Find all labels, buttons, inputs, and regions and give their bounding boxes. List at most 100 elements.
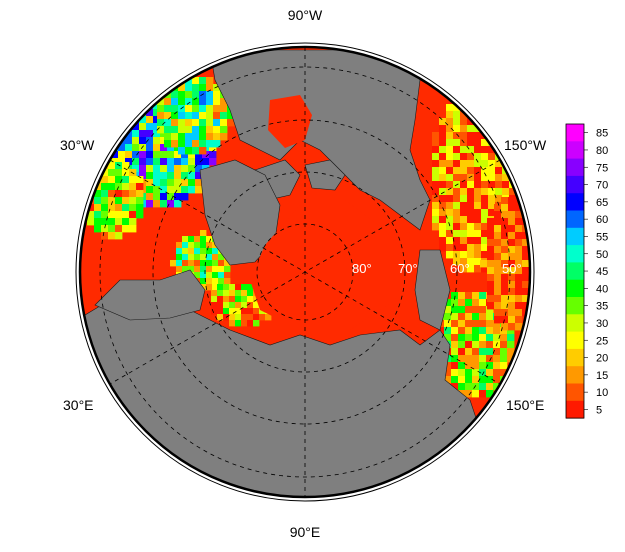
mosaic-cell bbox=[481, 104, 489, 112]
mosaic-cell bbox=[178, 98, 186, 106]
mosaic-cell bbox=[125, 137, 133, 145]
mosaic-cell bbox=[481, 97, 489, 105]
mosaic-cell bbox=[200, 260, 207, 267]
mosaic-cell bbox=[460, 181, 468, 189]
mosaic-cell bbox=[146, 172, 154, 180]
mosaic-cell bbox=[182, 242, 189, 249]
mosaic-cell bbox=[122, 162, 130, 170]
mosaic-cell bbox=[474, 237, 482, 245]
mosaic-cell bbox=[213, 98, 221, 106]
mosaic-cell bbox=[453, 237, 461, 245]
mosaic-cell bbox=[495, 160, 503, 168]
mosaic-cell bbox=[181, 193, 189, 201]
mosaic-cell bbox=[522, 246, 530, 254]
mosaic-cell bbox=[118, 116, 126, 124]
mosaic-cell bbox=[494, 295, 502, 303]
mosaic-cell bbox=[176, 242, 183, 249]
mosaic-cell bbox=[220, 112, 228, 120]
mosaic-cell bbox=[115, 211, 123, 219]
mosaic-cell bbox=[501, 246, 509, 254]
mosaic-cell bbox=[467, 188, 475, 196]
mosaic-cell bbox=[202, 158, 210, 166]
mosaic-cell bbox=[125, 102, 133, 110]
mosaic-cell bbox=[227, 112, 235, 120]
mosaic-cell bbox=[474, 230, 482, 238]
mosaic-cell bbox=[493, 348, 501, 356]
mosaic-cell bbox=[465, 313, 473, 321]
mosaic-cell bbox=[432, 216, 440, 224]
mosaic-cell bbox=[481, 237, 489, 245]
mosaic-cell bbox=[495, 118, 503, 126]
mosaic-cell bbox=[185, 105, 193, 113]
mosaic-cell bbox=[493, 383, 501, 391]
mosaic-cell bbox=[474, 216, 482, 224]
mosaic-cell bbox=[94, 197, 102, 205]
mosaic-cell bbox=[97, 130, 105, 138]
mosaic-cell bbox=[220, 133, 228, 141]
mosaic-cell bbox=[220, 126, 228, 134]
mosaic-cell bbox=[508, 323, 516, 331]
mosaic-cell bbox=[474, 202, 482, 210]
mosaic-cell bbox=[474, 188, 482, 196]
mosaic-cell bbox=[500, 355, 508, 363]
mosaic-cell bbox=[451, 376, 459, 384]
mosaic-cell bbox=[488, 104, 496, 112]
mosaic-cell bbox=[494, 218, 502, 226]
mosaic-cell bbox=[247, 302, 254, 309]
mosaic-cell bbox=[460, 174, 468, 182]
mosaic-cell bbox=[460, 223, 468, 231]
mosaic-cell bbox=[136, 176, 144, 184]
mosaic-cell bbox=[206, 77, 214, 85]
mosaic-cell bbox=[486, 362, 494, 370]
colorbar-swatch bbox=[566, 331, 584, 350]
mosaic-cell bbox=[241, 308, 248, 315]
mosaic-cell bbox=[94, 211, 102, 219]
mosaic-cell bbox=[87, 211, 95, 219]
mosaic-cell bbox=[502, 188, 510, 196]
mosaic-cell bbox=[160, 200, 168, 208]
mosaic-cell bbox=[488, 153, 496, 161]
mosaic-cell bbox=[157, 105, 165, 113]
colorbar-swatch bbox=[566, 297, 584, 315]
mosaic-cell bbox=[111, 123, 119, 131]
mosaic-cell bbox=[115, 218, 123, 226]
mosaic-cell bbox=[467, 244, 475, 252]
mosaic-cell bbox=[213, 112, 221, 120]
mosaic-cell bbox=[508, 239, 516, 247]
mosaic-cell bbox=[488, 202, 496, 210]
mosaic-cell bbox=[481, 167, 489, 175]
mosaic-cell bbox=[132, 158, 140, 166]
mosaic-cell bbox=[522, 288, 530, 296]
mosaic-cell bbox=[500, 341, 508, 349]
mosaic-cell bbox=[115, 232, 123, 240]
mosaic-cell bbox=[164, 119, 172, 127]
mosaic-cell bbox=[118, 123, 126, 131]
mosaic-cell bbox=[460, 265, 468, 273]
mosaic-cell bbox=[515, 253, 523, 261]
mosaic-cell bbox=[481, 244, 489, 252]
mosaic-cell bbox=[139, 130, 147, 138]
mosaic-cell bbox=[185, 91, 193, 99]
mosaic-cell bbox=[486, 355, 494, 363]
mosaic-cell bbox=[247, 308, 254, 315]
mosaic-cell bbox=[451, 320, 459, 328]
mosaic-cell bbox=[104, 144, 112, 152]
mosaic-cell bbox=[132, 151, 140, 159]
mosaic-cell bbox=[439, 195, 447, 203]
mosaic-cell bbox=[453, 230, 461, 238]
mosaic-cell bbox=[488, 167, 496, 175]
mosaic-cell bbox=[171, 140, 179, 148]
mosaic-cell bbox=[153, 172, 161, 180]
mosaic-cell bbox=[235, 308, 242, 315]
mosaic-cell bbox=[247, 284, 254, 291]
mosaic-cell bbox=[111, 151, 119, 159]
mosaic-cell bbox=[129, 197, 137, 205]
mosaic-cell bbox=[472, 327, 480, 335]
mosaic-cell bbox=[241, 290, 248, 297]
mosaic-cell bbox=[446, 202, 454, 210]
mosaic-cell bbox=[451, 299, 459, 307]
mosaic-cell bbox=[199, 133, 207, 141]
colorbar-swatch bbox=[566, 158, 584, 177]
mosaic-cell bbox=[157, 119, 165, 127]
mosaic-cell bbox=[108, 169, 116, 177]
